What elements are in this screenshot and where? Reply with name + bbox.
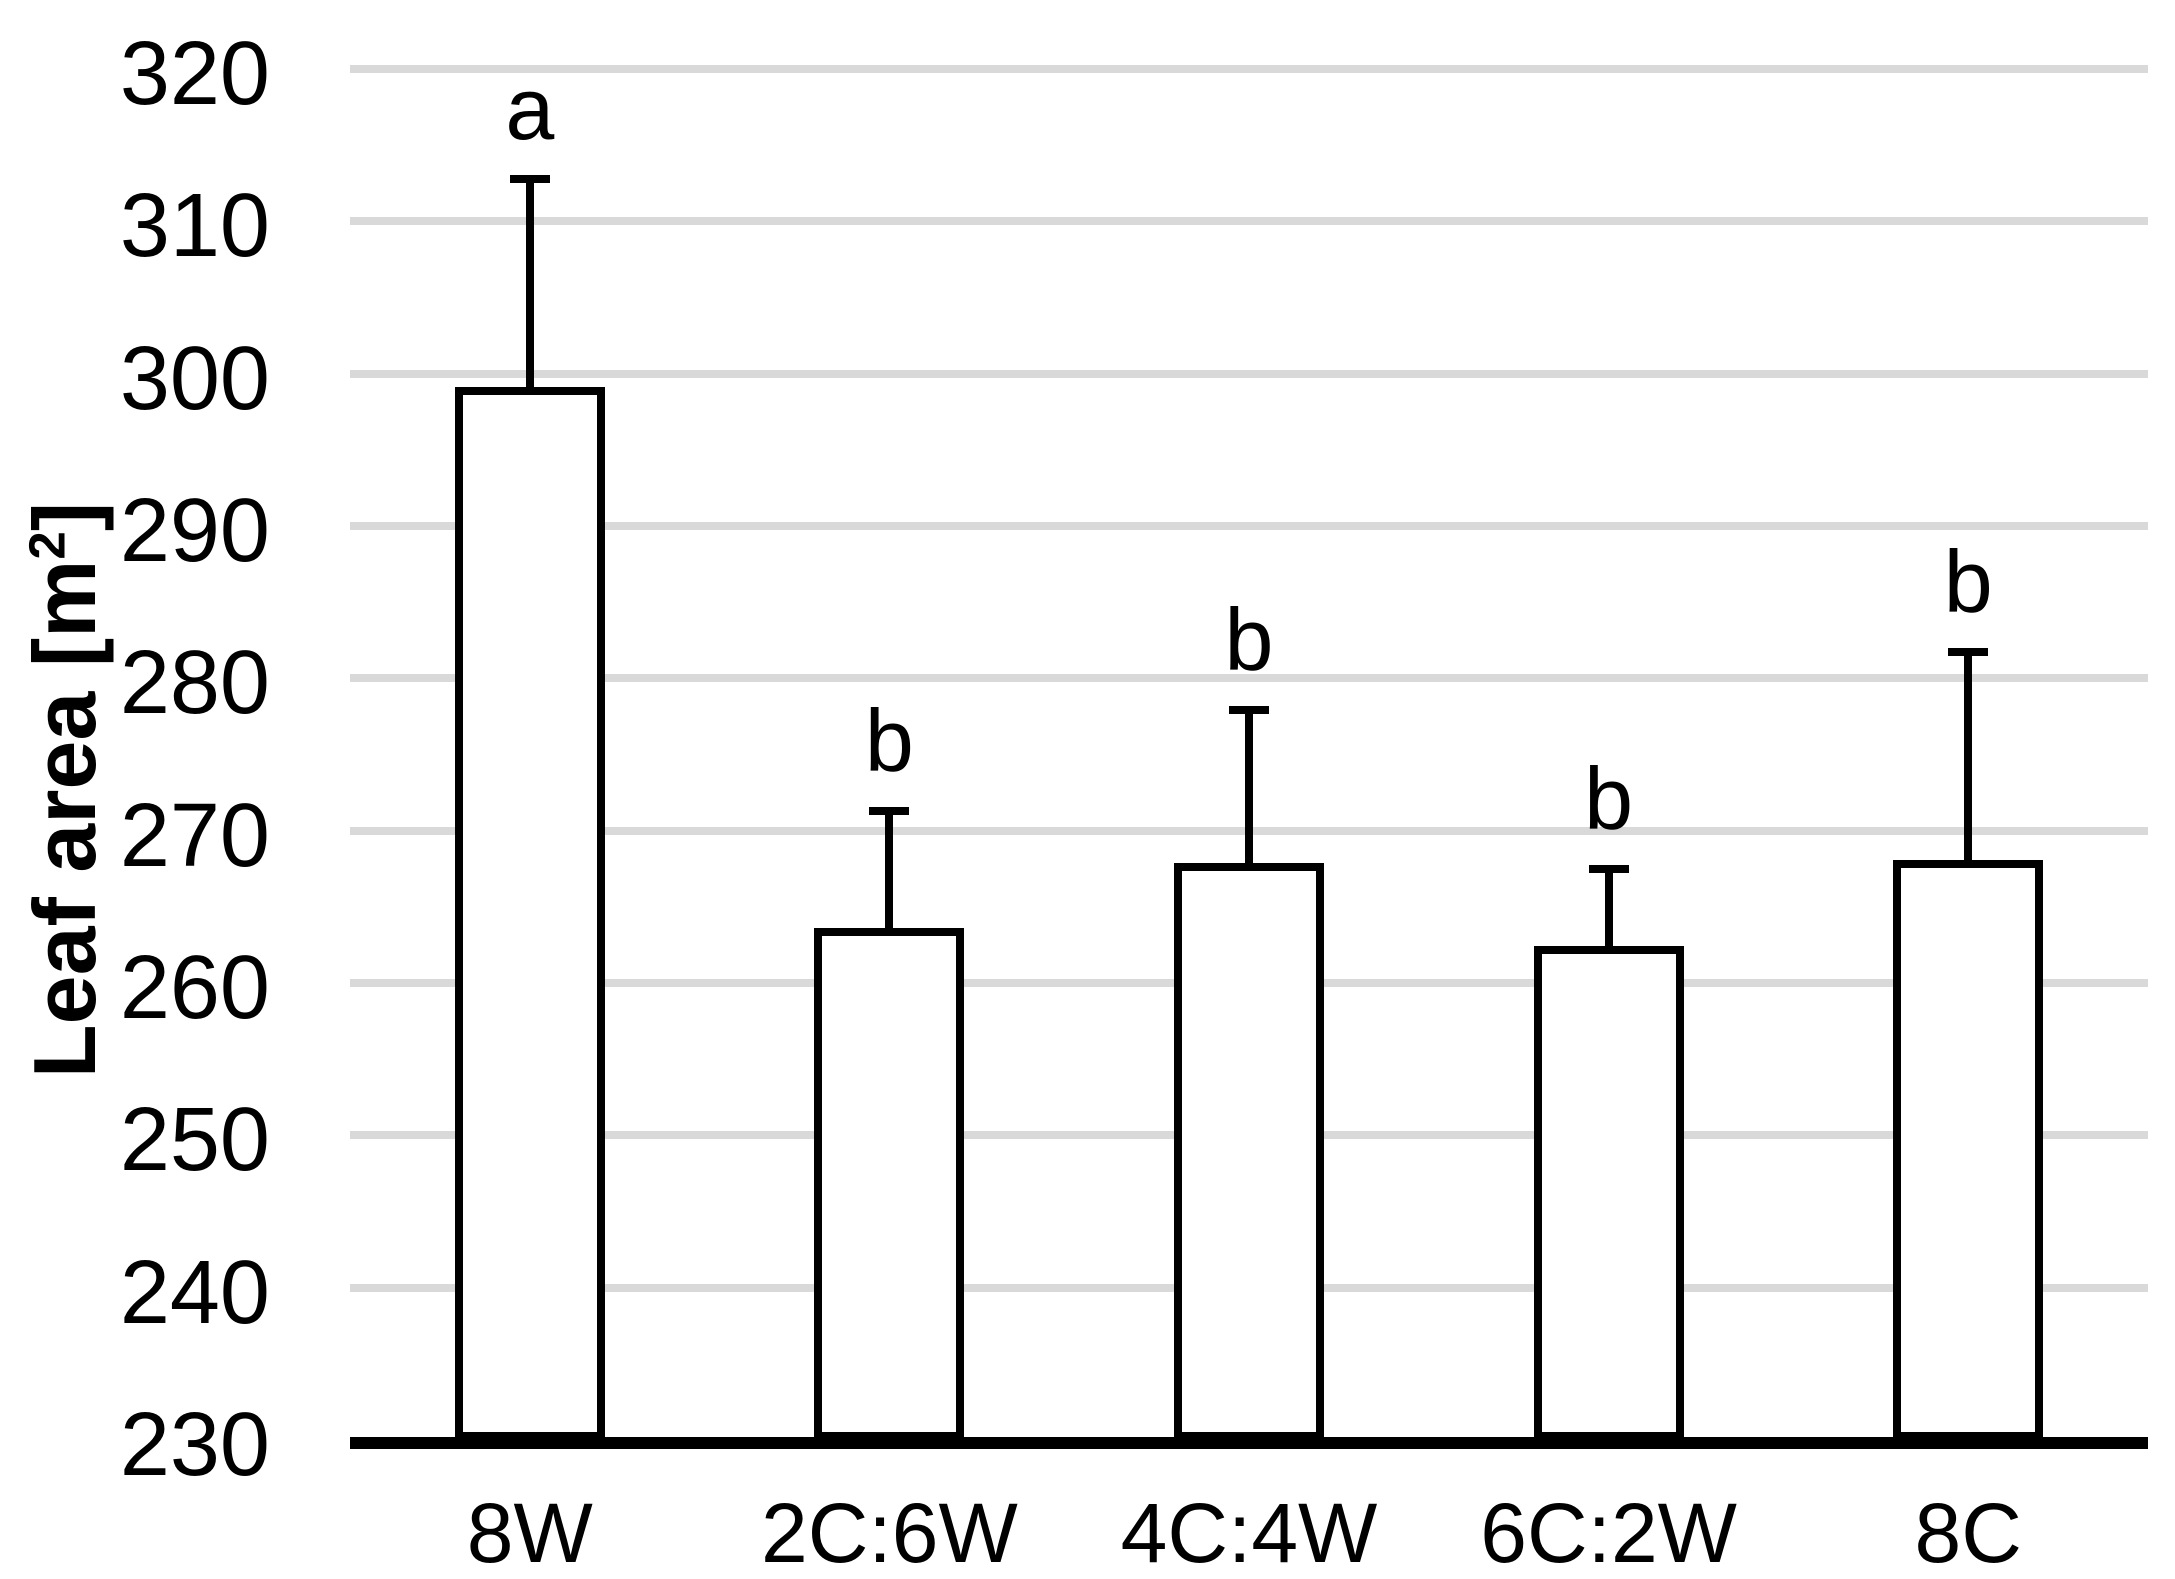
y-tick-label-250: 250 [119, 1090, 270, 1191]
y-tick-label-260: 260 [119, 938, 270, 1038]
x-tick-label-8W: 8W [466, 1486, 593, 1579]
y-tick-label-240: 240 [119, 1242, 270, 1343]
y-tick-label-310: 310 [119, 176, 270, 277]
y-tick-label-270: 270 [119, 785, 270, 886]
x-axis-line [350, 1437, 2148, 1449]
x-tick-label-4C:4W: 4C:4W [1120, 1486, 1378, 1579]
significance-letter-6C:2W: b [1584, 748, 1634, 848]
bar-8W [454, 387, 605, 1440]
gridline-280 [350, 674, 2148, 683]
y-tick-label-280: 280 [119, 633, 270, 734]
x-tick-label-2C:6W: 2C:6W [761, 1486, 1018, 1579]
error-bar-stem-2C:6W [885, 810, 894, 933]
significance-letter-8W: a [505, 58, 555, 158]
bar-6C:2W [1533, 946, 1684, 1440]
error-bar-cap-6C:2W [1588, 864, 1629, 873]
y-tick-label-290: 290 [119, 481, 270, 581]
error-bar-cap-4C:4W [1229, 706, 1269, 715]
error-bar-stem-8W [525, 178, 534, 392]
gridline-300 [350, 369, 2148, 378]
significance-letter-4C:4W: b [1224, 590, 1274, 690]
bar-4C:4W [1174, 862, 1324, 1440]
bar-8C [1893, 859, 2044, 1440]
error-bar-stem-4C:4W [1245, 710, 1253, 867]
y-tick-label-300: 300 [119, 328, 270, 429]
significance-letter-2C:6W: b [864, 690, 914, 790]
y-tick-label-320: 320 [119, 24, 270, 124]
error-bar-cap-2C:6W [869, 806, 910, 815]
bar-2C:6W [814, 928, 965, 1440]
x-tick-label-6C:2W: 6C:2W [1480, 1486, 1737, 1579]
significance-letter-8C: b [1943, 532, 1993, 632]
x-tick-label-8C: 8C [1914, 1486, 2022, 1579]
error-bar-stem-8C [1964, 652, 1973, 864]
gridline-290 [350, 522, 2148, 530]
gridline-310 [350, 217, 2148, 226]
error-bar-stem-6C:2W [1604, 868, 1613, 951]
gridline-320 [350, 65, 2148, 73]
error-bar-cap-8C [1948, 648, 1989, 657]
error-bar-cap-8W [509, 174, 550, 183]
y-tick-label-230: 230 [119, 1395, 270, 1495]
